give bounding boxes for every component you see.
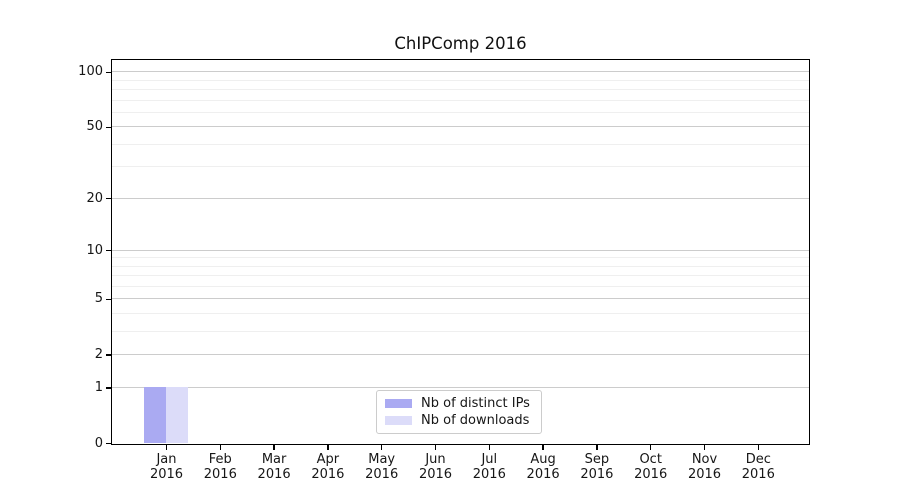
legend-label-downloads: Nb of downloads bbox=[421, 413, 530, 428]
x-tick-label-aug: Aug 2016 bbox=[507, 452, 579, 483]
x-tick-label-dec: Dec 2016 bbox=[722, 452, 794, 483]
gridline-minor-8 bbox=[112, 265, 809, 267]
gridline-minor-60 bbox=[112, 111, 809, 113]
x-tick-sep bbox=[596, 445, 598, 450]
x-tick-year: 2016 bbox=[311, 467, 345, 482]
y-tick-100 bbox=[106, 71, 111, 74]
y-tick-5 bbox=[106, 298, 111, 301]
y-tick-50 bbox=[106, 126, 111, 129]
legend-swatch-distinct-ips bbox=[385, 398, 412, 409]
y-tick-label-20: 20 bbox=[86, 190, 103, 206]
x-tick-year: 2016 bbox=[257, 467, 291, 482]
x-tick-year: 2016 bbox=[149, 467, 184, 482]
x-tick-label-feb: Feb 2016 bbox=[184, 452, 256, 483]
gridline-minor-3 bbox=[112, 331, 809, 333]
gridline-minor-40 bbox=[112, 143, 809, 145]
x-tick-label-jan: Jan 2016 bbox=[131, 452, 203, 483]
x-tick-jul bbox=[488, 445, 491, 450]
x-tick-month: Nov bbox=[691, 451, 718, 467]
x-tick-year: 2016 bbox=[741, 467, 775, 482]
x-tick-jan bbox=[165, 445, 168, 450]
gridline-minor-9 bbox=[112, 257, 809, 259]
x-tick-month: Mar bbox=[261, 451, 287, 467]
gridline-major-10 bbox=[112, 249, 809, 251]
legend: Nb of distinct IPs Nb of downloads bbox=[376, 390, 542, 434]
legend-item-distinct-ips: Nb of distinct IPs bbox=[385, 396, 533, 411]
x-tick-label-sep: Sep 2016 bbox=[561, 452, 633, 483]
x-tick-label-nov: Nov 2016 bbox=[669, 452, 741, 483]
x-tick-label-jul: Jul 2016 bbox=[453, 452, 525, 483]
x-tick-month: Aug bbox=[530, 451, 556, 467]
gridline-minor-6 bbox=[112, 286, 809, 288]
x-tick-year: 2016 bbox=[526, 467, 560, 482]
y-tick-10 bbox=[106, 249, 111, 252]
y-tick-0 bbox=[106, 442, 111, 445]
gridline-minor-30 bbox=[112, 166, 809, 168]
x-tick-nov bbox=[703, 445, 706, 450]
x-tick-aug bbox=[542, 445, 544, 450]
x-tick-year: 2016 bbox=[634, 467, 668, 482]
x-tick-apr bbox=[327, 445, 329, 450]
x-tick-label-mar: Mar 2016 bbox=[238, 452, 310, 483]
bar-downloads-jan bbox=[166, 387, 188, 443]
x-tick-year: 2016 bbox=[203, 467, 237, 482]
y-tick-label-0: 0 bbox=[94, 435, 103, 451]
y-tick-label-10: 10 bbox=[86, 242, 103, 258]
x-tick-year: 2016 bbox=[365, 467, 399, 482]
gridline-major-5 bbox=[112, 298, 809, 300]
legend-swatch-downloads bbox=[385, 415, 412, 426]
legend-label-distinct-ips: Nb of distinct IPs bbox=[421, 396, 530, 411]
x-tick-label-apr: Apr 2016 bbox=[292, 452, 364, 483]
x-tick-may bbox=[380, 445, 383, 450]
x-tick-month: Apr bbox=[316, 451, 340, 467]
x-tick-dec bbox=[757, 445, 760, 450]
gridline-major-50 bbox=[112, 126, 809, 128]
x-tick-month: Sep bbox=[584, 451, 610, 467]
x-tick-year: 2016 bbox=[580, 467, 614, 482]
gridline-major-2 bbox=[112, 354, 809, 356]
y-tick-label-100: 100 bbox=[78, 64, 103, 80]
x-tick-oct bbox=[649, 445, 652, 450]
x-tick-year: 2016 bbox=[418, 467, 453, 482]
gridline-major-100 bbox=[112, 71, 809, 73]
gridline-major-20 bbox=[112, 197, 809, 199]
x-tick-mar bbox=[273, 445, 275, 450]
x-tick-feb bbox=[219, 445, 222, 450]
x-tick-year: 2016 bbox=[687, 467, 722, 482]
gridline-major-1 bbox=[112, 386, 809, 388]
y-tick-label-50: 50 bbox=[86, 119, 103, 135]
y-tick-20 bbox=[106, 197, 111, 200]
x-tick-label-may: May 2016 bbox=[346, 452, 418, 483]
x-tick-month: Oct bbox=[639, 451, 662, 467]
x-tick-label-oct: Oct 2016 bbox=[615, 452, 687, 483]
plot-area: Nb of distinct IPs Nb of downloads bbox=[111, 59, 810, 445]
y-tick-2 bbox=[106, 354, 111, 356]
legend-item-downloads: Nb of downloads bbox=[385, 413, 533, 428]
x-tick-label-jun: Jun 2016 bbox=[400, 452, 472, 483]
chart-title: ChIPComp 2016 bbox=[394, 34, 527, 53]
x-tick-month: Jan bbox=[156, 451, 177, 467]
x-tick-month: Jun bbox=[425, 451, 446, 467]
x-tick-month: Feb bbox=[208, 451, 232, 467]
x-tick-month: Dec bbox=[745, 451, 771, 467]
bar-distinct-ips-jan bbox=[144, 387, 166, 443]
x-tick-year: 2016 bbox=[472, 467, 506, 482]
x-tick-jun bbox=[434, 445, 437, 450]
y-tick-label-5: 5 bbox=[94, 291, 103, 307]
gridline-minor-4 bbox=[112, 313, 809, 315]
y-tick-1 bbox=[106, 387, 111, 389]
gridline-minor-80 bbox=[112, 89, 809, 91]
gridline-minor-70 bbox=[112, 99, 809, 101]
y-tick-label-2: 2 bbox=[94, 347, 103, 363]
gridline-minor-90 bbox=[112, 79, 809, 81]
x-tick-month: Jul bbox=[481, 451, 498, 467]
x-tick-month: May bbox=[368, 451, 396, 467]
y-tick-label-1: 1 bbox=[94, 379, 103, 395]
gridline-minor-7 bbox=[112, 275, 809, 277]
